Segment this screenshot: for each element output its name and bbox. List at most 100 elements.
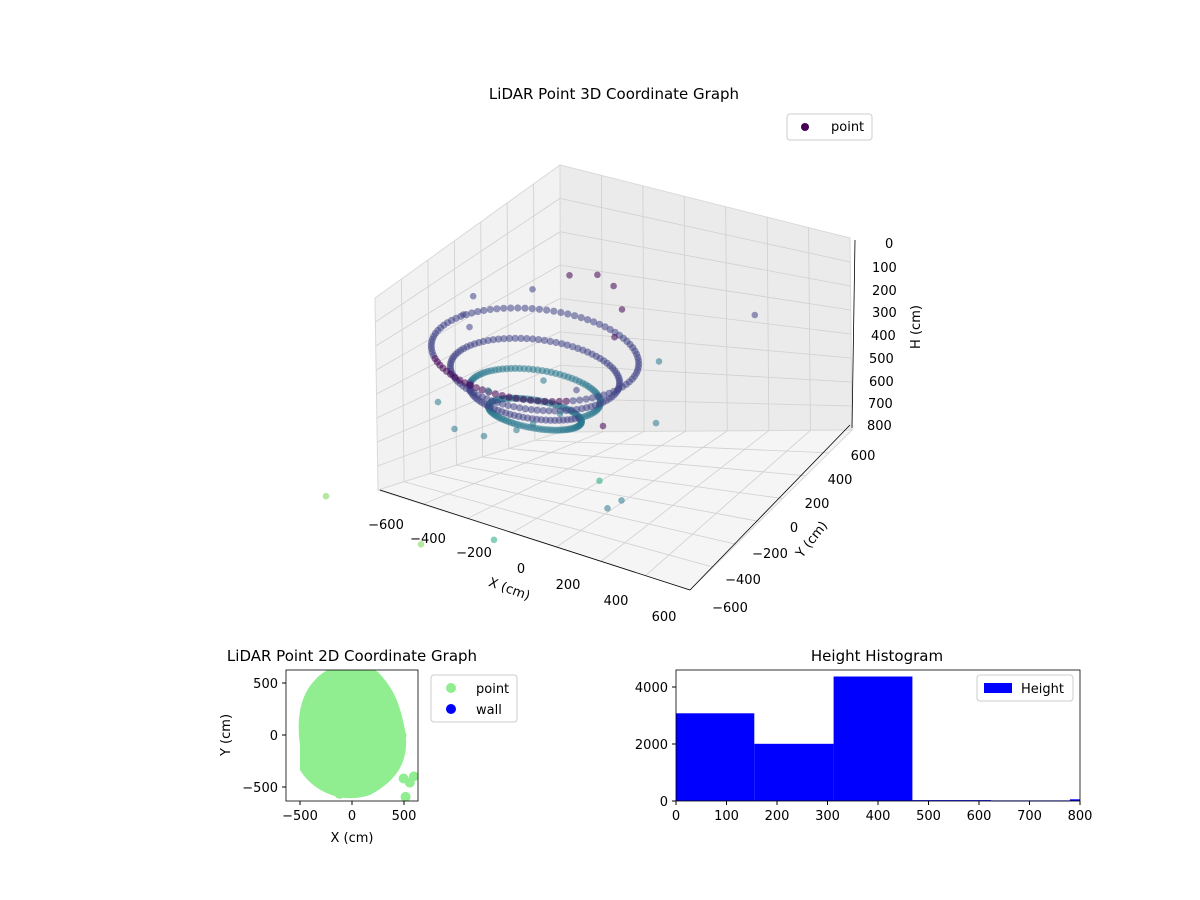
y-tick-label: −600 bbox=[712, 601, 748, 616]
h-tick-label: 400 bbox=[871, 329, 896, 344]
cloud-point bbox=[498, 392, 506, 400]
cloud-point bbox=[466, 381, 475, 389]
x-tick-label: −600 bbox=[368, 518, 404, 533]
data-point-2d bbox=[362, 674, 373, 685]
data-point-2d bbox=[347, 670, 357, 680]
x-tick-label: −200 bbox=[456, 546, 492, 561]
cloud-point bbox=[586, 410, 594, 418]
data-point-3d bbox=[610, 282, 617, 290]
legend-point-label: point bbox=[476, 682, 509, 697]
cloud-point bbox=[468, 309, 476, 317]
gridline bbox=[377, 364, 561, 443]
data-point-2d bbox=[383, 730, 394, 741]
x-tick-label: 200 bbox=[765, 809, 790, 824]
gridline bbox=[430, 473, 737, 545]
y-tick-label: −400 bbox=[725, 573, 761, 588]
x-axis-label-2d: X (cm) bbox=[331, 831, 374, 846]
cloud-point bbox=[516, 404, 524, 412]
histogram-legend: Height bbox=[976, 674, 1074, 702]
cloud-point bbox=[552, 338, 560, 347]
data-point-3d bbox=[596, 477, 603, 485]
data-point-3d bbox=[480, 432, 488, 440]
cloud-point bbox=[546, 337, 554, 345]
data-point-2d bbox=[303, 720, 314, 731]
legend-2d: point wall bbox=[430, 674, 518, 723]
cloud-point bbox=[511, 334, 519, 342]
histogram-y-ticks: 0 2000 4000 bbox=[635, 681, 676, 810]
y-tick-label: 0 bbox=[660, 795, 668, 810]
x-tick-label: 200 bbox=[556, 578, 581, 593]
x-ticks-3d: −600 −400 −200 0 200 400 600 bbox=[368, 518, 676, 625]
gridline bbox=[482, 456, 783, 499]
data-point-2d bbox=[300, 730, 311, 741]
cloud-point bbox=[555, 397, 563, 406]
cloud-point bbox=[493, 398, 501, 407]
chart-2d-title: LiDAR Point 2D Coordinate Graph bbox=[227, 647, 477, 665]
x-tick-label: 600 bbox=[967, 809, 992, 824]
legend-wall-marker bbox=[446, 704, 456, 714]
cloud-point bbox=[569, 397, 577, 405]
cloud-point bbox=[517, 334, 525, 342]
cloud-point bbox=[539, 407, 547, 415]
x-tick-label: 700 bbox=[1017, 809, 1042, 824]
data-point-3d bbox=[417, 541, 425, 548]
data-point-2d bbox=[357, 720, 368, 731]
data-point-2d bbox=[408, 771, 418, 782]
cloud-point bbox=[551, 407, 559, 415]
cloud-point bbox=[588, 394, 596, 402]
x-tick-label: −500 bbox=[282, 809, 318, 824]
cloud-point bbox=[543, 306, 551, 314]
cloud-point bbox=[541, 397, 549, 405]
cloud-point bbox=[602, 397, 611, 405]
cloud-point bbox=[569, 343, 577, 351]
histogram-bar bbox=[912, 800, 992, 802]
cloud-point bbox=[480, 306, 488, 315]
y-tick-label: 0 bbox=[270, 729, 278, 744]
cloud-point bbox=[601, 323, 609, 331]
cloud-point bbox=[512, 394, 520, 402]
legend-point-marker bbox=[446, 683, 456, 693]
grid-3d bbox=[375, 175, 852, 577]
cloud-point bbox=[493, 305, 501, 313]
cloud-point bbox=[545, 407, 553, 415]
data-point-2d bbox=[375, 751, 386, 761]
y-tick-label: 4000 bbox=[635, 681, 668, 696]
cloud-point bbox=[582, 395, 590, 403]
cloud-point bbox=[567, 406, 576, 414]
gridline bbox=[375, 198, 561, 323]
cloud-point bbox=[523, 335, 531, 343]
histogram-bar bbox=[833, 676, 913, 801]
gridline bbox=[534, 439, 829, 454]
histogram-legend-frame bbox=[976, 674, 1074, 702]
data-point-3d bbox=[599, 422, 607, 430]
cloud-point bbox=[558, 340, 566, 348]
h-ticks-3d: 0 100 200 300 400 500 600 700 800 bbox=[867, 237, 897, 434]
cloud-point bbox=[535, 305, 544, 313]
h-tick-label: 0 bbox=[885, 237, 893, 252]
gridline bbox=[376, 331, 561, 419]
cloud-point bbox=[570, 424, 578, 432]
y-tick-label: −200 bbox=[752, 547, 788, 562]
data-point-3d bbox=[529, 420, 537, 428]
cloud-point bbox=[595, 320, 604, 328]
x-tick-label: 500 bbox=[392, 809, 417, 824]
data-point-2d bbox=[305, 751, 316, 761]
cloud-point bbox=[535, 336, 543, 344]
cloud-point bbox=[550, 307, 558, 315]
cloud-point bbox=[505, 334, 514, 342]
cloud-point bbox=[500, 335, 508, 343]
h-tick-label: 300 bbox=[872, 306, 897, 321]
legend-3d: point bbox=[786, 113, 873, 141]
cloud-point bbox=[584, 316, 592, 324]
histogram-legend-label: Height bbox=[1021, 682, 1064, 697]
y-tick-label: 2000 bbox=[635, 738, 668, 753]
points-3d bbox=[322, 271, 759, 548]
gridline bbox=[456, 464, 760, 522]
data-point-3d bbox=[466, 323, 473, 331]
cloud-point bbox=[499, 400, 507, 408]
cloud-point bbox=[519, 395, 528, 404]
cloud-point bbox=[590, 318, 598, 326]
cloud-point bbox=[521, 304, 529, 312]
cloud-point bbox=[562, 397, 570, 405]
data-point-3d bbox=[484, 387, 492, 394]
